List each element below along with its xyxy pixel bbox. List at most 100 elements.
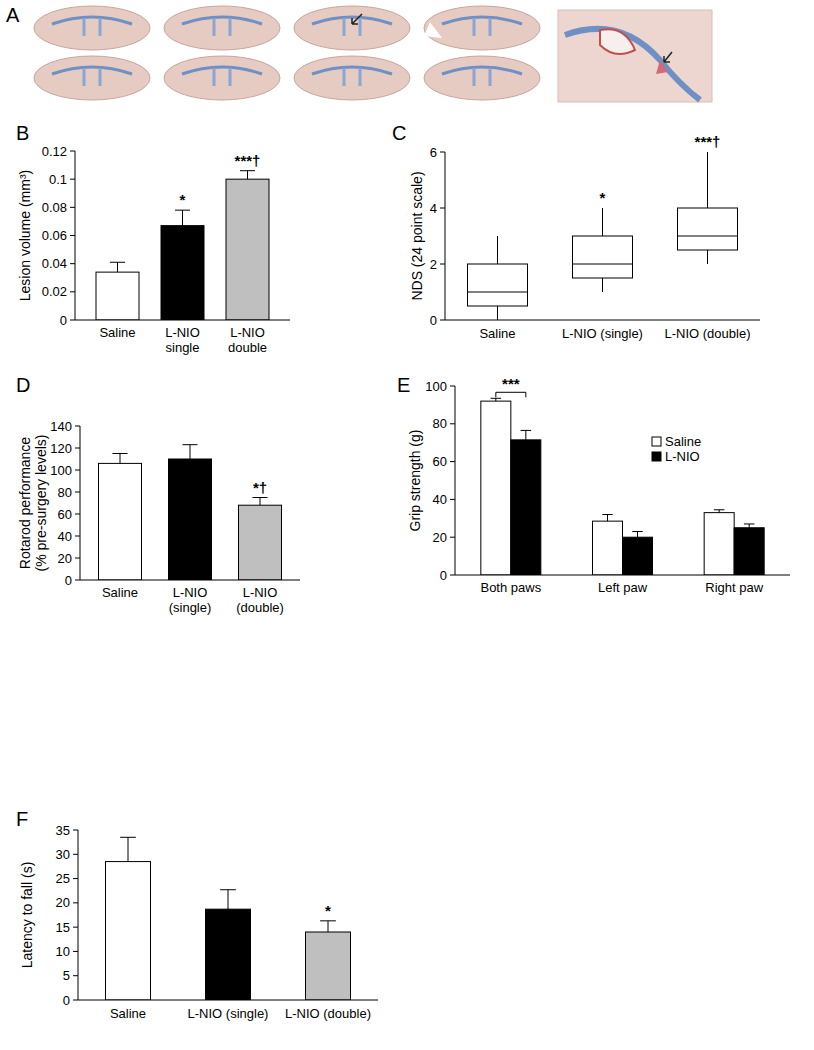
y-tick-label: 35 — [56, 823, 70, 838]
bar — [511, 440, 541, 575]
bar — [481, 401, 511, 575]
error-bar — [252, 498, 267, 506]
chart-panel: B00.020.040.060.080.10.12Lesion volume (… — [16, 122, 290, 355]
x-tick-label: Saline — [102, 585, 138, 600]
y-tick — [440, 320, 445, 321]
y-tick — [73, 902, 78, 903]
y-tick — [440, 152, 445, 153]
y-axis — [455, 386, 456, 575]
ventricle — [600, 29, 635, 54]
y-tick-label: 40 — [433, 492, 447, 507]
y-tick — [450, 499, 455, 500]
label-line: (double) — [236, 600, 284, 615]
ventricle — [214, 68, 230, 86]
bar — [306, 932, 351, 1000]
x-tick-label: L-NIO (double) — [665, 326, 751, 341]
significance: * — [325, 902, 331, 919]
marks — [96, 171, 269, 320]
x-axis — [445, 320, 760, 321]
y-tick-label: 20 — [58, 551, 72, 566]
error-bar — [521, 430, 532, 439]
panel-label: F — [16, 808, 28, 830]
y-tick-label: 0 — [430, 313, 437, 328]
label-line: L-NIO — [173, 585, 208, 600]
y-tick-label: 0 — [60, 313, 67, 328]
section-tissue — [294, 56, 410, 100]
arrow — [664, 52, 672, 62]
white-matter — [312, 67, 392, 74]
y-tick — [450, 537, 455, 538]
white-matter — [442, 67, 522, 74]
y-tick-label: 0 — [63, 993, 70, 1008]
lesion-mark — [424, 22, 442, 38]
x-tick-label: L-NIO(double) — [236, 585, 284, 615]
y-tick-label: 0.12 — [42, 144, 67, 159]
y-tick-label: 80 — [58, 485, 72, 500]
white-matter — [442, 17, 522, 24]
median — [678, 236, 738, 237]
y-tick — [75, 514, 80, 515]
error-bar — [632, 532, 643, 538]
y-tick-label: 5 — [63, 968, 70, 983]
significance-bracket — [496, 392, 526, 397]
chart-panel: F05101520253035Latency to fall (s)Saline… — [16, 808, 378, 1021]
brain-section — [164, 56, 280, 100]
whisker-high — [497, 236, 498, 264]
brain-section — [424, 56, 540, 100]
image-frame — [558, 10, 712, 102]
marks — [468, 152, 738, 320]
section-tissue — [294, 6, 410, 50]
label-line: (single) — [169, 600, 212, 615]
error-bar — [220, 890, 236, 909]
y-axis-label: (% pre-surgery levels) — [33, 435, 49, 572]
section-tissue — [34, 6, 150, 50]
bar — [96, 272, 139, 320]
error-bar — [602, 515, 613, 522]
y-tick-label: 4 — [430, 201, 437, 216]
y-tick-label: 20 — [56, 895, 70, 910]
y-tick — [70, 291, 75, 292]
y-tick-label: 10 — [56, 944, 70, 959]
panel-label: C — [392, 122, 406, 144]
error-bar — [491, 398, 502, 401]
ventricle — [344, 68, 360, 86]
y-tick-label: 80 — [433, 416, 447, 431]
magnified-image — [558, 10, 712, 102]
x-axis — [80, 580, 300, 581]
y-axis — [78, 830, 79, 1000]
y-tick — [440, 208, 445, 209]
x-tick-label: Saline — [99, 325, 135, 340]
box — [678, 208, 738, 250]
image-panel — [34, 6, 712, 102]
error-bar — [110, 262, 125, 272]
bar — [734, 528, 764, 575]
y-tick — [73, 927, 78, 928]
error-bar — [320, 921, 336, 932]
y-tick — [440, 264, 445, 265]
section-tissue — [164, 6, 280, 50]
panel-label: A — [6, 4, 20, 26]
y-tick-label: 140 — [50, 419, 72, 434]
whisker-high — [707, 152, 708, 208]
y-axis-label: NDS (24 point scale) — [409, 171, 425, 300]
x-tick-label: Saline — [110, 1006, 146, 1021]
white-matter — [182, 17, 262, 24]
white-matter — [52, 17, 132, 24]
brain-section — [294, 6, 410, 50]
y-axis — [445, 152, 446, 320]
brain-section — [34, 6, 150, 50]
x-tick-label: L-NIOdouble — [228, 325, 267, 355]
y-tick — [73, 951, 78, 952]
legend-swatch — [652, 437, 661, 446]
y-tick-label: 15 — [56, 920, 70, 935]
y-tick — [73, 975, 78, 976]
y-tick — [70, 179, 75, 180]
y-tick — [73, 854, 78, 855]
section-tissue — [424, 6, 540, 50]
y-axis — [80, 426, 81, 580]
y-tick — [70, 151, 75, 152]
white-matter — [565, 29, 700, 100]
ventricle — [474, 68, 490, 86]
y-tick-label: 120 — [50, 441, 72, 456]
legend-label: Saline — [665, 434, 701, 449]
